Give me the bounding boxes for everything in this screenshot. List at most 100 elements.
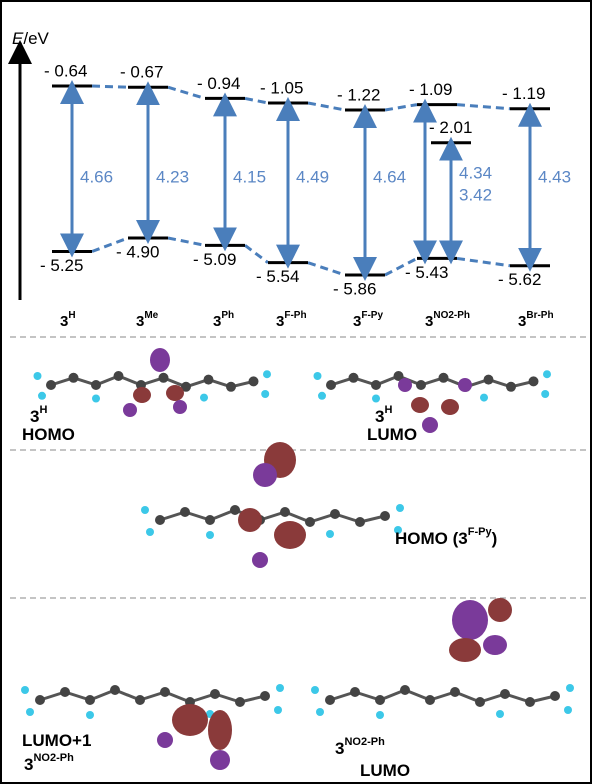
- atom: [69, 373, 79, 383]
- orbital-lobe: [208, 710, 232, 750]
- connector: [245, 245, 268, 262]
- column-sup: F-Py: [361, 310, 383, 321]
- hydrogen: [21, 686, 29, 694]
- atom: [550, 691, 560, 701]
- hydrogen: [314, 372, 322, 380]
- orbital-molecule-part: 3: [30, 407, 39, 426]
- lumo-plus-1-label: - 2.01: [429, 118, 472, 137]
- atom: [235, 697, 245, 707]
- homo-label: - 5.54: [256, 267, 299, 286]
- column-base: 3: [353, 313, 361, 330]
- orbital-lobe: [483, 635, 507, 655]
- atom: [60, 687, 70, 697]
- atom: [155, 515, 165, 525]
- atom: [160, 687, 170, 697]
- atom: [525, 697, 535, 707]
- atom: [91, 380, 101, 390]
- orbital-lobe: [422, 417, 438, 433]
- column-label: 3NO2-Ph: [425, 310, 470, 330]
- orbital-title: HOMO (3F-Py): [395, 526, 497, 549]
- column-label: 3Me: [136, 310, 159, 330]
- atom: [439, 373, 449, 383]
- hydrogen: [206, 531, 214, 539]
- gap-label: 4.43: [538, 167, 571, 186]
- hydrogen: [316, 708, 324, 716]
- orbital-lobe: [274, 521, 306, 549]
- homo-label: - 5.62: [498, 270, 541, 289]
- atom: [371, 380, 381, 390]
- hydrogen: [372, 395, 380, 403]
- atom: [416, 380, 426, 390]
- column-sup: Ph: [221, 310, 234, 321]
- orbital-lobe: [210, 750, 230, 770]
- energy-unit: /eV: [23, 29, 49, 48]
- homo-label: - 5.43: [405, 263, 448, 282]
- orbital-molecule-part: NO2-Ph: [344, 736, 385, 748]
- hydrogen: [318, 392, 326, 400]
- atom: [305, 517, 315, 527]
- connector: [457, 258, 510, 265]
- atom: [529, 376, 539, 386]
- atom: [375, 695, 385, 705]
- atom: [249, 376, 259, 386]
- orbital-molecule: 3H: [30, 404, 47, 427]
- atom: [350, 687, 360, 697]
- atom: [326, 380, 336, 390]
- frame: [1, 1, 591, 783]
- atom: [349, 373, 359, 383]
- hydrogen: [541, 390, 549, 398]
- hydrogen: [480, 394, 488, 402]
- hydrogen: [566, 684, 574, 692]
- atom: [475, 697, 485, 707]
- orbital-molecule-part: 3: [375, 407, 384, 426]
- energy-symbol: E: [12, 29, 24, 48]
- column-sup: Me: [144, 310, 158, 321]
- atom: [500, 689, 510, 699]
- molecule: [311, 598, 574, 719]
- orbital-name: LUMO+1: [22, 731, 91, 750]
- column-label: 3Ph: [213, 310, 234, 330]
- orbital-lobe: [238, 508, 262, 532]
- atom: [380, 511, 390, 521]
- axis-label: E/eV: [12, 29, 50, 48]
- gap-label: 4.64: [373, 167, 406, 186]
- column-base: 3: [213, 313, 221, 330]
- orbital-lobe: [166, 385, 184, 401]
- atom: [46, 380, 56, 390]
- hydrogen: [326, 530, 334, 538]
- hydrogen: [496, 710, 504, 718]
- orbital-lobe: [172, 704, 208, 736]
- atom: [226, 382, 236, 392]
- orbital-molecule-part: H: [39, 404, 47, 416]
- gap-label: 4.66: [80, 167, 113, 186]
- orbital-molecule: 3H: [375, 404, 392, 427]
- lumo-label: - 0.67: [120, 63, 163, 82]
- atom: [355, 517, 365, 527]
- atom: [230, 505, 240, 515]
- orbital-lobe: [411, 397, 429, 413]
- connector: [457, 105, 510, 109]
- column-label: 3F-Py: [353, 310, 383, 330]
- column-base: 3: [518, 313, 526, 330]
- orbital-title-part: F-Py: [468, 526, 493, 538]
- atom: [210, 689, 220, 699]
- hydrogen: [38, 392, 46, 400]
- atom: [35, 695, 45, 705]
- orbital-lobe: [150, 348, 170, 372]
- atom: [114, 371, 124, 381]
- molecule: [314, 370, 552, 433]
- orbital-name: HOMO: [22, 425, 75, 444]
- connector: [308, 263, 345, 275]
- column-label: 3Br-Ph: [518, 310, 554, 330]
- hydrogen: [146, 528, 154, 536]
- lumo-label: - 1.05: [260, 78, 303, 97]
- orbital-molecule-part: 3: [335, 739, 344, 758]
- orbital-name: LUMO: [367, 425, 417, 444]
- orbital-name-part: HOMO: [22, 425, 75, 444]
- atom: [204, 375, 214, 385]
- gap-label: 4.34: [459, 163, 492, 182]
- hydrogen: [92, 395, 100, 403]
- atom: [135, 695, 145, 705]
- lumo-label: - 0.94: [197, 74, 240, 93]
- atom: [325, 695, 335, 705]
